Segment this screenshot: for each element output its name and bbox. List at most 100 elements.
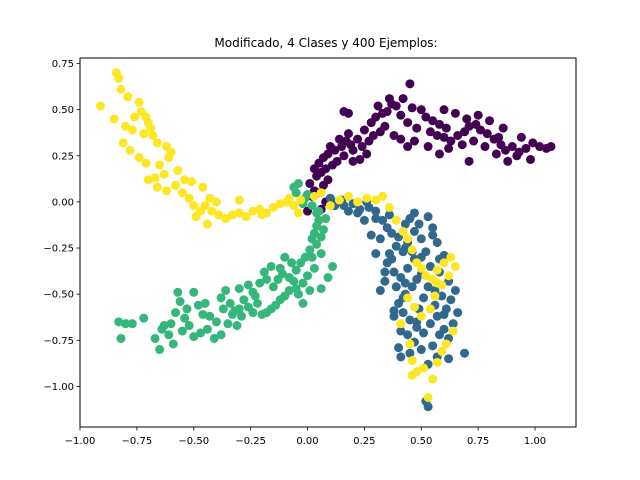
- data-point: [407, 245, 417, 255]
- data-point: [380, 276, 390, 286]
- data-point: [469, 136, 479, 146]
- data-point: [416, 105, 426, 115]
- data-point: [403, 118, 413, 128]
- data-point: [325, 142, 335, 152]
- data-point: [114, 317, 124, 327]
- data-point: [371, 249, 381, 259]
- data-point: [380, 121, 390, 131]
- chart-title: Modificado, 4 Clases y 400 Ejemplos:: [214, 36, 437, 50]
- data-point: [209, 333, 219, 343]
- data-point: [453, 130, 463, 140]
- data-point: [116, 84, 126, 94]
- y-tick-label: −1.00: [43, 382, 74, 393]
- data-point: [325, 193, 335, 203]
- data-point: [184, 321, 194, 331]
- data-point: [391, 282, 401, 292]
- data-point: [316, 249, 326, 259]
- data-point: [343, 129, 353, 139]
- data-point: [227, 210, 237, 220]
- data-point: [202, 324, 212, 334]
- data-point: [303, 190, 313, 200]
- data-point: [457, 140, 467, 150]
- data-point: [273, 274, 283, 284]
- data-point: [309, 228, 319, 238]
- data-point: [378, 215, 388, 225]
- data-point: [166, 319, 176, 329]
- data-point: [423, 212, 433, 222]
- data-point: [432, 311, 442, 321]
- data-point: [359, 125, 369, 135]
- data-point: [205, 193, 215, 203]
- data-point: [425, 261, 435, 271]
- data-point: [175, 297, 185, 307]
- data-point: [500, 145, 510, 155]
- data-point: [125, 145, 135, 155]
- data-point: [152, 182, 162, 192]
- data-point: [366, 118, 376, 128]
- plot-frame: [79, 57, 577, 428]
- data-point: [369, 130, 378, 140]
- data-point: [343, 206, 353, 216]
- data-point: [141, 158, 151, 168]
- y-tick-label: 0.00: [52, 197, 74, 208]
- data-point: [130, 112, 140, 122]
- data-point: [444, 143, 454, 153]
- data-point: [221, 285, 231, 295]
- data-point: [284, 193, 294, 203]
- data-point: [121, 121, 130, 131]
- data-point: [168, 339, 178, 349]
- data-point: [198, 182, 208, 192]
- data-point: [398, 247, 408, 257]
- data-point: [328, 160, 338, 170]
- data-point: [312, 239, 322, 249]
- data-point: [389, 306, 399, 316]
- x-tick-label: 0.25: [353, 436, 375, 447]
- data-point: [428, 116, 438, 126]
- data-point: [423, 142, 433, 152]
- data-point: [423, 402, 433, 412]
- data-point: [460, 348, 470, 358]
- data-point: [494, 132, 504, 142]
- data-point: [316, 167, 326, 177]
- data-point: [446, 252, 456, 262]
- data-point: [316, 232, 326, 242]
- data-point: [407, 282, 417, 292]
- data-point: [300, 252, 310, 262]
- data-point: [171, 308, 181, 318]
- data-point: [396, 134, 406, 144]
- data-point: [180, 175, 190, 185]
- data-point: [184, 193, 194, 203]
- data-point: [434, 149, 444, 159]
- y-axis: −1.00 −0.75 −0.50 −0.25 0.00 0.25 0.50 0.75: [43, 59, 80, 393]
- data-point: [434, 330, 444, 340]
- data-point: [248, 206, 258, 216]
- data-point: [146, 123, 156, 133]
- data-point: [398, 226, 408, 236]
- data-point: [389, 130, 399, 140]
- data-point: [173, 287, 183, 297]
- x-tick-label: −0.75: [122, 436, 153, 447]
- data-point: [189, 332, 199, 342]
- data-point: [155, 160, 165, 170]
- data-point: [171, 180, 181, 190]
- data-point: [216, 330, 226, 340]
- data-point: [243, 280, 253, 290]
- data-point: [448, 319, 458, 329]
- data-point: [384, 202, 394, 212]
- data-point: [416, 345, 426, 355]
- data-point: [416, 311, 426, 321]
- data-point: [266, 261, 276, 271]
- data-point: [396, 326, 406, 336]
- data-point: [391, 215, 401, 225]
- data-point: [382, 107, 392, 117]
- data-point: [409, 208, 419, 218]
- data-point: [432, 238, 442, 247]
- data-point: [353, 134, 363, 144]
- data-point: [241, 212, 251, 222]
- data-point: [152, 138, 162, 148]
- data-point: [334, 134, 344, 144]
- data-point: [444, 354, 454, 364]
- data-point: [207, 206, 217, 216]
- data-point: [164, 153, 174, 163]
